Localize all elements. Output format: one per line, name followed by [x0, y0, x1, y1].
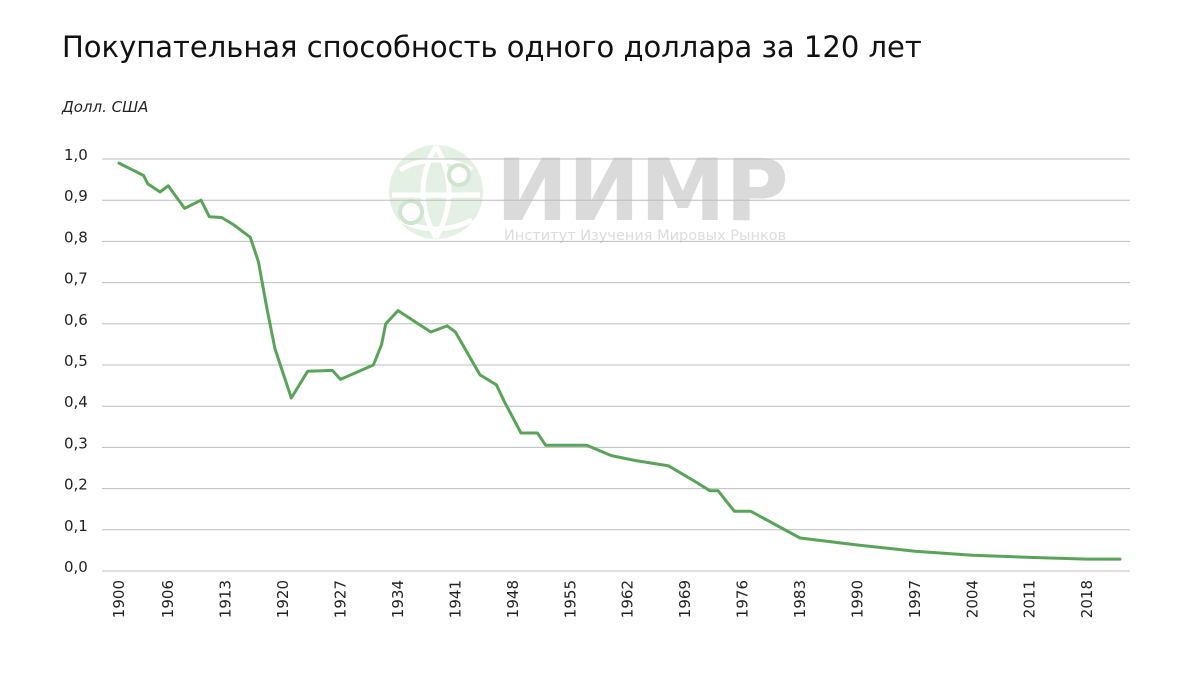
x-tick-label: 1900	[110, 580, 128, 618]
y-tick-label: 0,7	[64, 270, 88, 288]
x-tick-label: 1976	[734, 580, 752, 618]
watermark-text: ИИМР	[496, 141, 789, 241]
x-tick-label: 1920	[274, 580, 292, 618]
y-tick-label: 0,6	[64, 311, 88, 329]
y-axis-unit-label: Долл. США	[62, 98, 149, 116]
watermark-subtitle: Институт Изучения Мировых Рынков	[504, 228, 786, 244]
watermark: ИИМР Институт Изучения Мировых Рынков	[389, 141, 789, 244]
x-tick-label: 2011	[1021, 580, 1039, 618]
y-axis-ticks: 0,0 0,1 0,2 0,3 0,4 0,5 0,6 0,7 0,8 0,9 1,0	[64, 146, 88, 576]
x-tick-label: 2004	[963, 580, 981, 618]
y-tick-label: 0,9	[64, 187, 88, 205]
x-tick-label: 1948	[504, 580, 522, 618]
x-tick-label: 1934	[389, 580, 407, 618]
x-tick-label: 1941	[446, 580, 464, 618]
y-tick-label: 0,1	[64, 517, 88, 535]
gridlines	[102, 158, 1130, 572]
x-tick-label: 1983	[791, 580, 809, 618]
series-layer	[117, 161, 1122, 561]
x-tick-label: 1906	[159, 580, 177, 618]
x-tick-label: 1927	[332, 580, 350, 618]
y-tick-label: 0,2	[64, 476, 88, 494]
x-tick-label: 1955	[561, 580, 579, 618]
y-tick-label: 0,8	[64, 228, 88, 246]
y-tick-label: 0,0	[64, 558, 88, 576]
x-axis-ticks: 1900 1906 1913 1920 1927 1934 1941 1948 1955 1962…	[110, 580, 1096, 618]
y-tick-label: 0,3	[64, 434, 88, 452]
globe-pin-logo	[389, 144, 483, 240]
chart-title: Покупательная способность одного доллара…	[62, 30, 922, 64]
x-tick-label: 1962	[619, 580, 637, 618]
x-tick-label: 1990	[848, 580, 866, 618]
y-tick-label: 1,0	[64, 146, 88, 164]
series-line	[117, 161, 1122, 561]
x-tick-label: 2018	[1078, 580, 1096, 618]
y-tick-label: 0,4	[64, 393, 88, 411]
x-tick-label: 1969	[676, 580, 694, 618]
y-tick-label: 0,5	[64, 352, 88, 370]
x-tick-label: 1913	[217, 580, 235, 618]
x-tick-label: 1997	[906, 580, 924, 618]
